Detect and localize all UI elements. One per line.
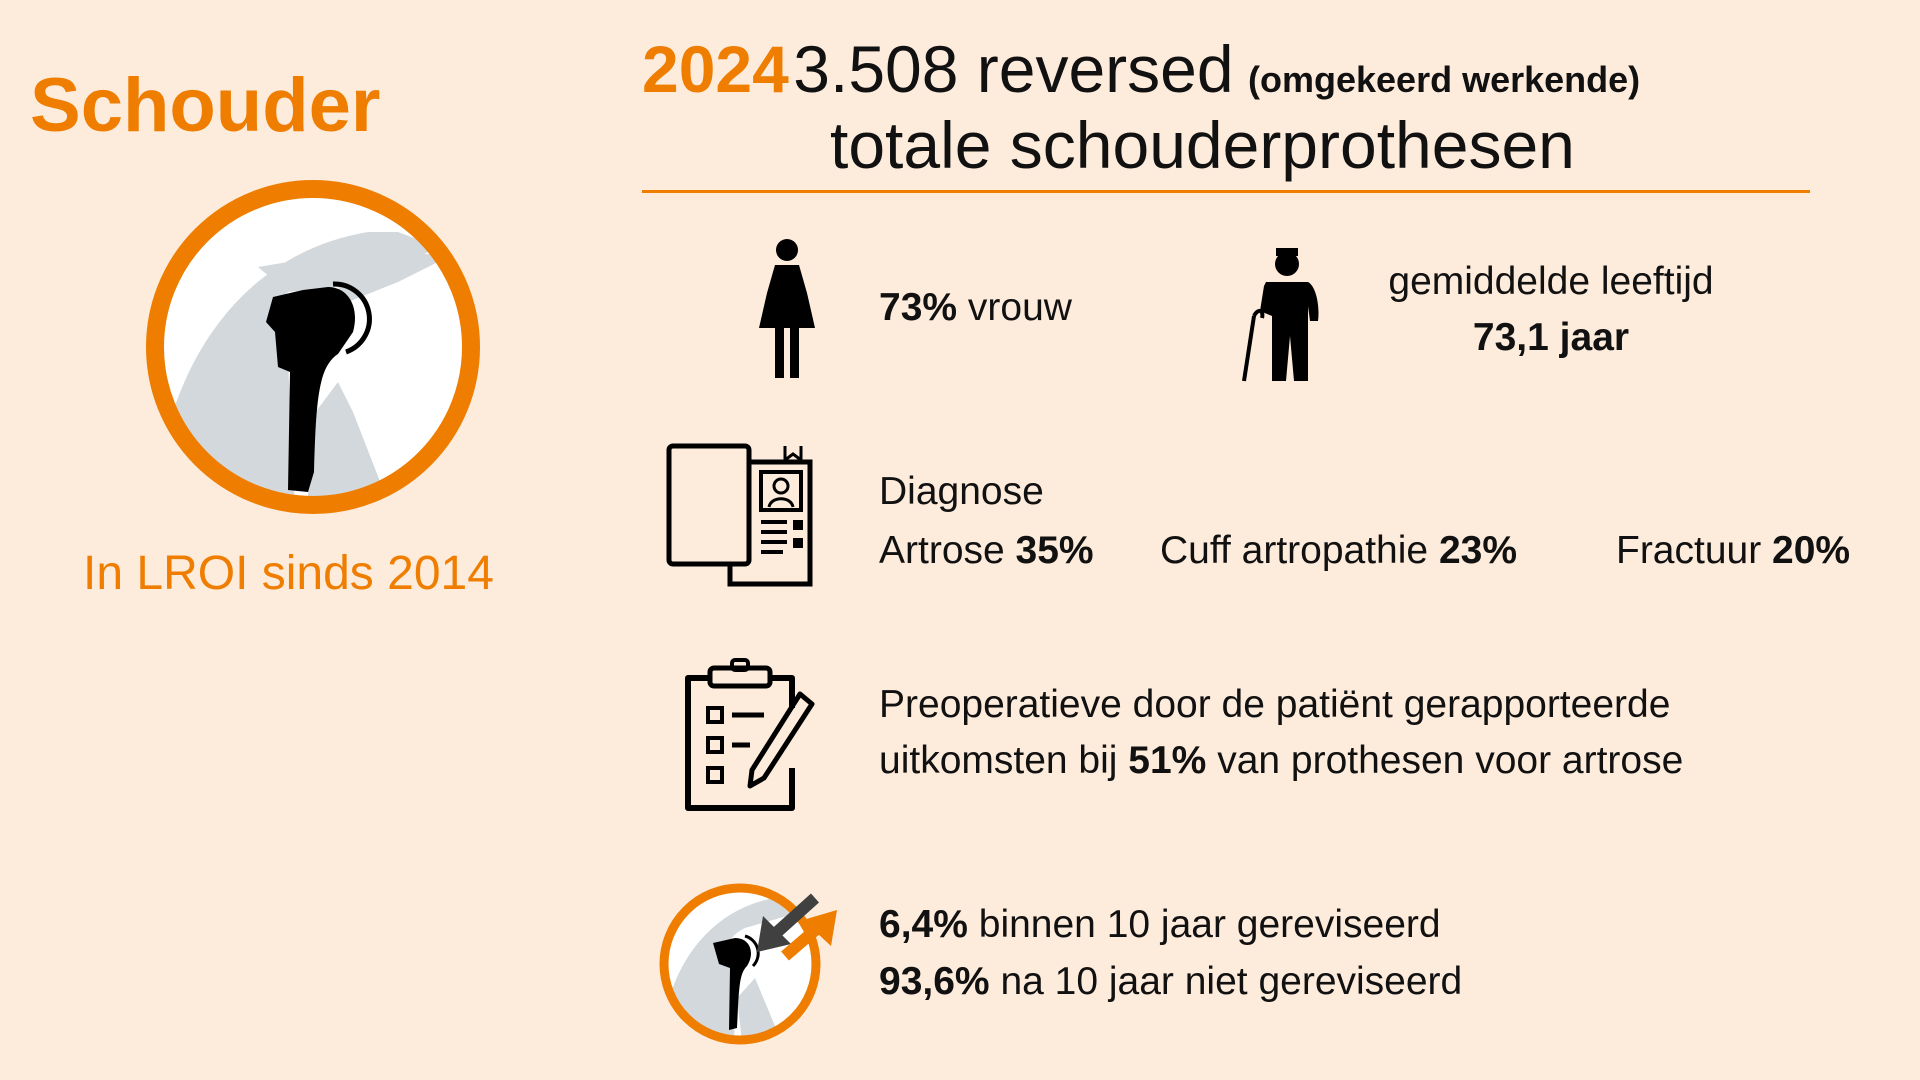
since-label: In LROI sinds 2014: [83, 547, 494, 600]
header-divider: [642, 190, 1810, 193]
header-count: 3.508 reversed: [793, 32, 1234, 106]
diagnosis-item: Cuff artropathie 23%: [1160, 531, 1517, 570]
diagnosis-label: Cuff artropathie: [1160, 529, 1429, 572]
revised-label: binnen 10 jaar gereviseerd: [978, 903, 1441, 946]
prom-value: 51%: [1128, 739, 1207, 782]
not-revised-stat: 93,6% na 10 jaar niet gereviseerd: [879, 962, 1462, 1001]
diagnosis-label: Fractuur: [1616, 529, 1762, 572]
diagnosis-item: Artrose 35%: [879, 531, 1094, 570]
diagnosis-item: Fractuur 20%: [1616, 531, 1850, 570]
diagnosis-value: 35%: [1015, 529, 1094, 572]
woman-icon: [759, 239, 815, 378]
women-value: 73%: [879, 286, 958, 329]
women-stat: 73% vrouw: [879, 288, 1072, 327]
clipboard-checklist-icon: [685, 658, 815, 811]
medical-record-icon: [666, 443, 813, 587]
header-year: 2024: [642, 32, 789, 106]
diagnosis-value: 23%: [1438, 529, 1518, 572]
prom-line-2: uitkomsten bij 51% van prothesen voor ar…: [879, 741, 1683, 780]
women-label: vrouw: [967, 286, 1072, 329]
diagnosis-title: Diagnose: [879, 470, 1044, 513]
revised-value: 6,4%: [879, 903, 968, 946]
shoulder-prosthesis-icon: [146, 180, 480, 514]
age-value: 73,1 jaar: [1472, 316, 1630, 359]
diagnosis-label: Artrose: [879, 529, 1005, 572]
not-revised-value: 93,6%: [879, 960, 990, 1003]
diagnosis-value: 20%: [1772, 529, 1851, 572]
header-line-1: 2024 3.508 reversed (omgekeerd werkende): [642, 36, 1640, 102]
prom-text: uitkomsten bij: [879, 739, 1118, 782]
age-label: gemiddelde leeftijd: [1388, 260, 1714, 303]
header-note: (omgekeerd werkende): [1248, 59, 1641, 100]
page-title: Schouder: [30, 63, 381, 148]
prom-line-1: Preoperatieve door de patiënt gerapporte…: [879, 683, 1671, 726]
prom-text: van prothesen voor artrose: [1217, 739, 1684, 782]
revision-shoulder-icon: [659, 883, 837, 1045]
revised-stat: 6,4% binnen 10 jaar gereviseerd: [879, 905, 1441, 944]
header-line-2: totale schouderprothesen: [830, 108, 1575, 182]
not-revised-label: na 10 jaar niet gereviseerd: [1000, 960, 1463, 1003]
elderly-person-icon: [1242, 248, 1319, 382]
